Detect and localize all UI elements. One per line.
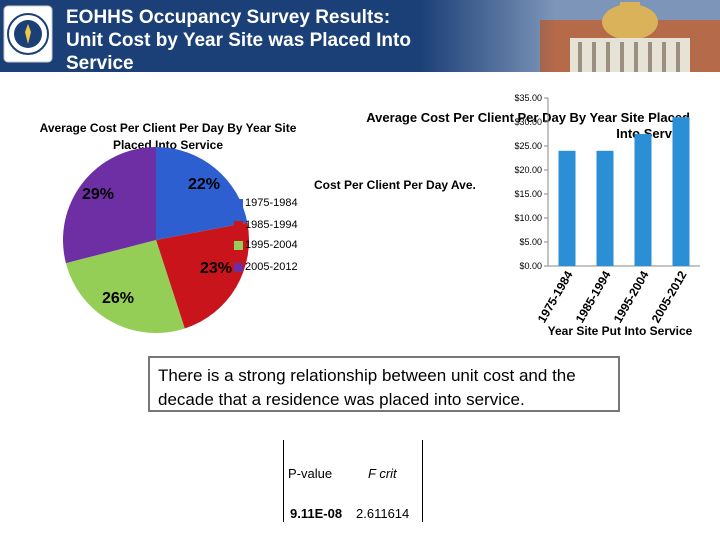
pie-label-1975-1984: 22% <box>188 176 221 193</box>
pie-label-2005-2012: 29% <box>82 186 115 203</box>
pvalue-value: 9.11E-08 <box>290 506 343 521</box>
bar-1975-1984 <box>558 150 576 266</box>
legend-label: 1995-2004 <box>245 239 298 251</box>
state-seal-icon <box>3 5 53 63</box>
state-house-image <box>420 0 720 72</box>
pie-label-1995-2004: 26% <box>102 290 135 307</box>
legend-swatch <box>234 198 243 208</box>
legend-swatch <box>234 262 243 272</box>
y-tick-label: $10.00 <box>514 213 542 223</box>
fcrit-value: 2.611614 <box>356 506 410 521</box>
y-tick-label: $5.00 <box>519 237 542 247</box>
slide-header: EOHHS Occupancy Survey Results: Unit Cos… <box>0 0 720 72</box>
pie-slice-1985-1994 <box>156 222 249 329</box>
bar-chart-ylabel: Cost Per Client Per Day Ave. <box>314 178 476 192</box>
y-tick-label: $20.00 <box>514 165 542 175</box>
x-category-label: 2005-2012 <box>649 268 690 325</box>
pie-slice-2005-2012 <box>62 147 156 264</box>
bar-1985-1994 <box>596 150 614 266</box>
pvalue-header: P-value <box>288 466 333 481</box>
legend-item-1985-1994: 1985-1994 <box>234 218 298 232</box>
bar-1995-2004 <box>634 134 652 266</box>
legend-label: 1975-1984 <box>245 197 298 209</box>
pie-slice-1975-1984 <box>156 147 248 240</box>
pie-slice-1995-2004 <box>65 240 185 334</box>
x-category-label: 1995-2004 <box>611 268 652 325</box>
legend-swatch <box>234 220 243 230</box>
fcrit-header: F crit <box>368 466 397 481</box>
x-category-label: 1975-1984 <box>535 268 576 325</box>
y-tick-label: $15.00 <box>514 189 542 199</box>
legend-item-1975-1984: 1975-1984 <box>234 196 298 210</box>
legend-swatch <box>234 240 243 250</box>
y-tick-label: $30.00 <box>514 117 542 127</box>
pie-label-1985-1994: 23% <box>200 260 233 277</box>
y-tick-label: $0.00 <box>519 261 542 271</box>
y-tick-label: $35.00 <box>514 93 542 103</box>
anova-stats-table: P-value F crit 9.11E-08 2.611614 <box>283 440 423 522</box>
y-tick-label: $25.00 <box>514 141 542 151</box>
legend-item-2005-2012: 2005-2012 <box>234 260 298 274</box>
conclusion-note: There is a strong relationship between u… <box>148 356 620 412</box>
legend-label: 2005-2012 <box>245 261 298 273</box>
bar-2005-2012 <box>672 117 690 266</box>
legend-item-1995-2004: 1995-2004 <box>234 238 298 252</box>
x-category-label: 1985-1994 <box>573 268 614 325</box>
page-title: EOHHS Occupancy Survey Results: Unit Cos… <box>66 7 411 72</box>
bar-chart-xlabel: Year Site Put Into Service <box>547 324 693 338</box>
legend-label: 1985-1994 <box>245 219 298 231</box>
